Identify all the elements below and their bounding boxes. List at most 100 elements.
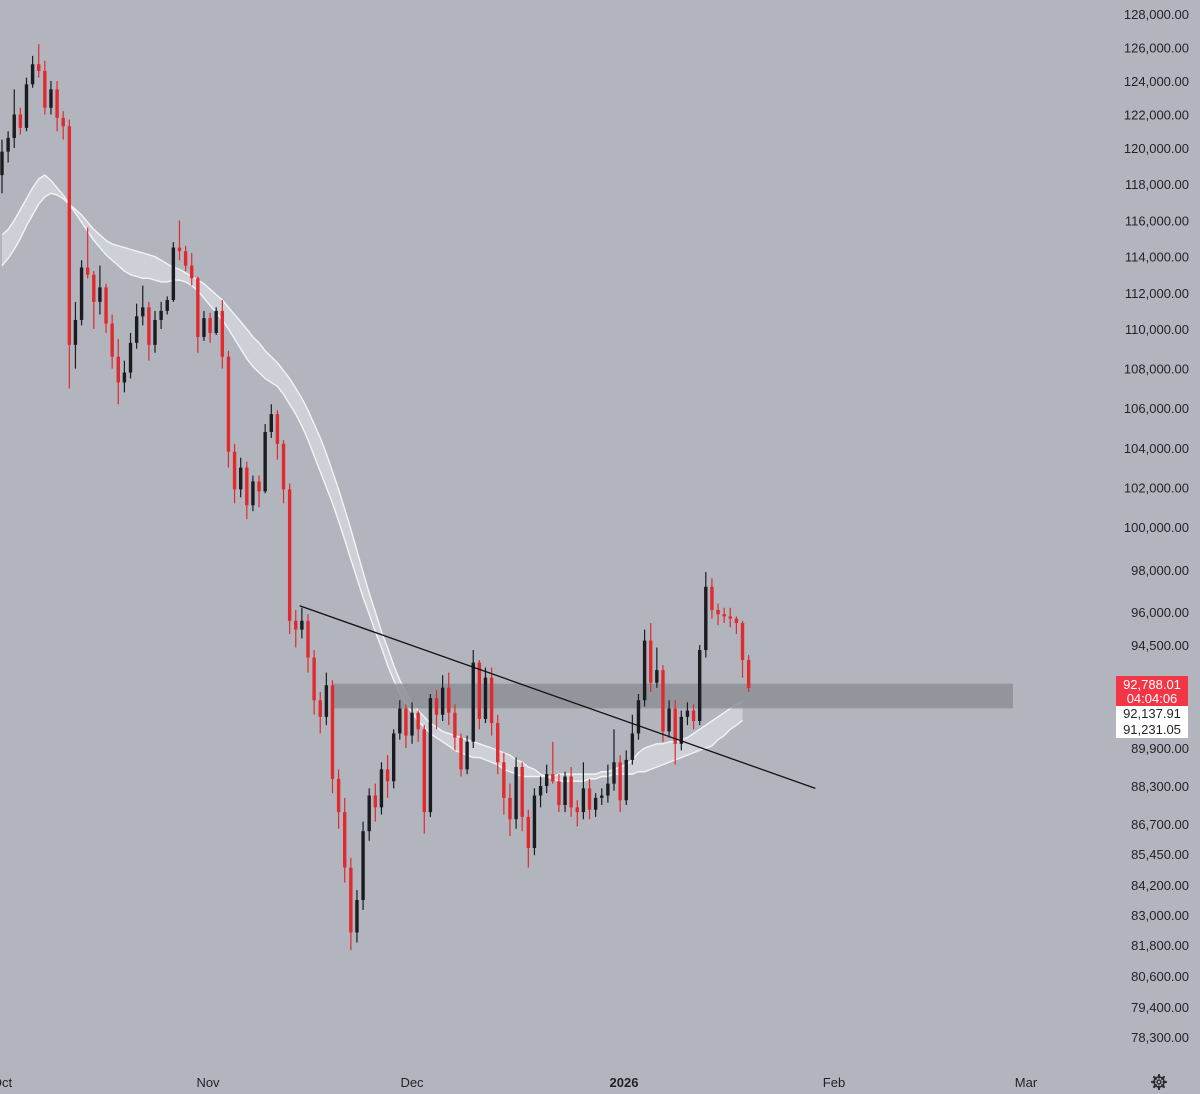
candle[interactable] [459,733,463,777]
candle[interactable] [447,672,451,726]
candle[interactable] [746,655,751,692]
candle[interactable] [104,283,108,333]
candle[interactable] [263,424,267,494]
candle[interactable] [85,227,90,279]
candle[interactable] [416,710,420,742]
candle[interactable] [190,252,194,286]
candle[interactable] [49,81,53,115]
time-axis[interactable]: Oct Nov Dec 2026 Feb Mar [0,1075,1038,1090]
candle[interactable] [165,296,169,315]
candle[interactable] [18,107,23,135]
candle[interactable] [226,350,231,468]
candle[interactable] [422,725,426,834]
candle[interactable] [294,609,298,648]
candle[interactable] [336,769,341,829]
candle[interactable] [526,809,531,868]
candle[interactable] [141,285,145,326]
candle[interactable] [434,689,439,730]
candle[interactable] [569,767,573,817]
candle[interactable] [312,650,316,715]
candle[interactable] [373,783,378,822]
candle[interactable] [24,77,29,132]
candle[interactable] [281,439,286,504]
candle[interactable] [245,461,249,520]
candle[interactable] [544,764,549,794]
candle[interactable] [67,119,72,389]
candle[interactable] [61,111,65,140]
candle[interactable] [92,271,96,329]
candle[interactable] [532,788,537,856]
candle[interactable] [679,710,684,751]
candle[interactable] [251,475,255,512]
candle[interactable] [361,821,365,910]
candle[interactable] [734,616,739,634]
candle[interactable] [440,675,445,721]
candle[interactable] [600,788,604,805]
candle[interactable] [367,788,371,841]
candle[interactable] [740,620,745,678]
candle[interactable] [391,729,396,789]
candle[interactable] [43,60,47,115]
candle[interactable] [30,55,35,88]
candle[interactable] [232,443,237,504]
candle[interactable] [37,44,41,78]
candle[interactable] [649,623,653,692]
candle[interactable] [728,607,732,628]
candle[interactable] [116,338,120,405]
candle[interactable] [177,220,182,261]
candle[interactable] [636,693,641,740]
candle[interactable] [202,310,206,341]
candle[interactable] [465,735,469,775]
candle[interactable] [208,312,212,343]
candle[interactable] [110,314,114,369]
candle[interactable] [379,762,384,815]
candle[interactable] [520,762,524,832]
candle[interactable] [575,800,579,827]
candle[interactable] [593,793,598,817]
candle[interactable] [661,665,665,742]
candle[interactable] [134,303,139,349]
candle[interactable] [673,700,677,765]
trendline-line[interactable] [299,605,816,789]
candle[interactable] [697,645,702,726]
candle[interactable] [624,750,628,805]
candle[interactable] [220,300,225,369]
candle[interactable] [551,741,555,784]
candle[interactable] [691,704,696,730]
candle[interactable] [79,260,84,326]
candle[interactable] [385,755,390,798]
candle[interactable] [557,774,561,813]
candle[interactable] [704,572,708,658]
candle[interactable] [159,301,163,329]
price-axis[interactable]: 128,000.00 126,000.00 124,000.00 122,000.00… [1124,7,1189,1045]
candle[interactable] [606,764,610,803]
settings-button[interactable] [1150,1073,1168,1091]
candle[interactable] [330,680,335,794]
candle[interactable] [349,857,353,951]
candle[interactable] [612,729,616,791]
candle[interactable] [171,242,176,302]
gear-icon[interactable] [1150,1073,1168,1091]
candle[interactable] [502,752,506,815]
trendline[interactable] [299,605,816,789]
candle[interactable] [6,131,10,163]
candle[interactable] [147,301,151,361]
candle[interactable] [122,360,127,393]
candle[interactable] [667,700,671,738]
candle[interactable] [410,702,414,744]
candle[interactable] [153,310,157,353]
candle[interactable] [716,603,720,626]
candle[interactable] [453,704,457,751]
candle[interactable] [275,410,280,460]
candle[interactable] [581,762,586,820]
candle[interactable] [722,607,726,623]
candle[interactable] [538,776,543,808]
candle[interactable] [196,276,200,353]
candle[interactable] [398,700,402,740]
candle[interactable] [257,475,261,508]
candle[interactable] [477,660,482,730]
candle[interactable] [128,332,133,379]
candle[interactable] [685,702,690,726]
candle[interactable] [428,693,433,817]
